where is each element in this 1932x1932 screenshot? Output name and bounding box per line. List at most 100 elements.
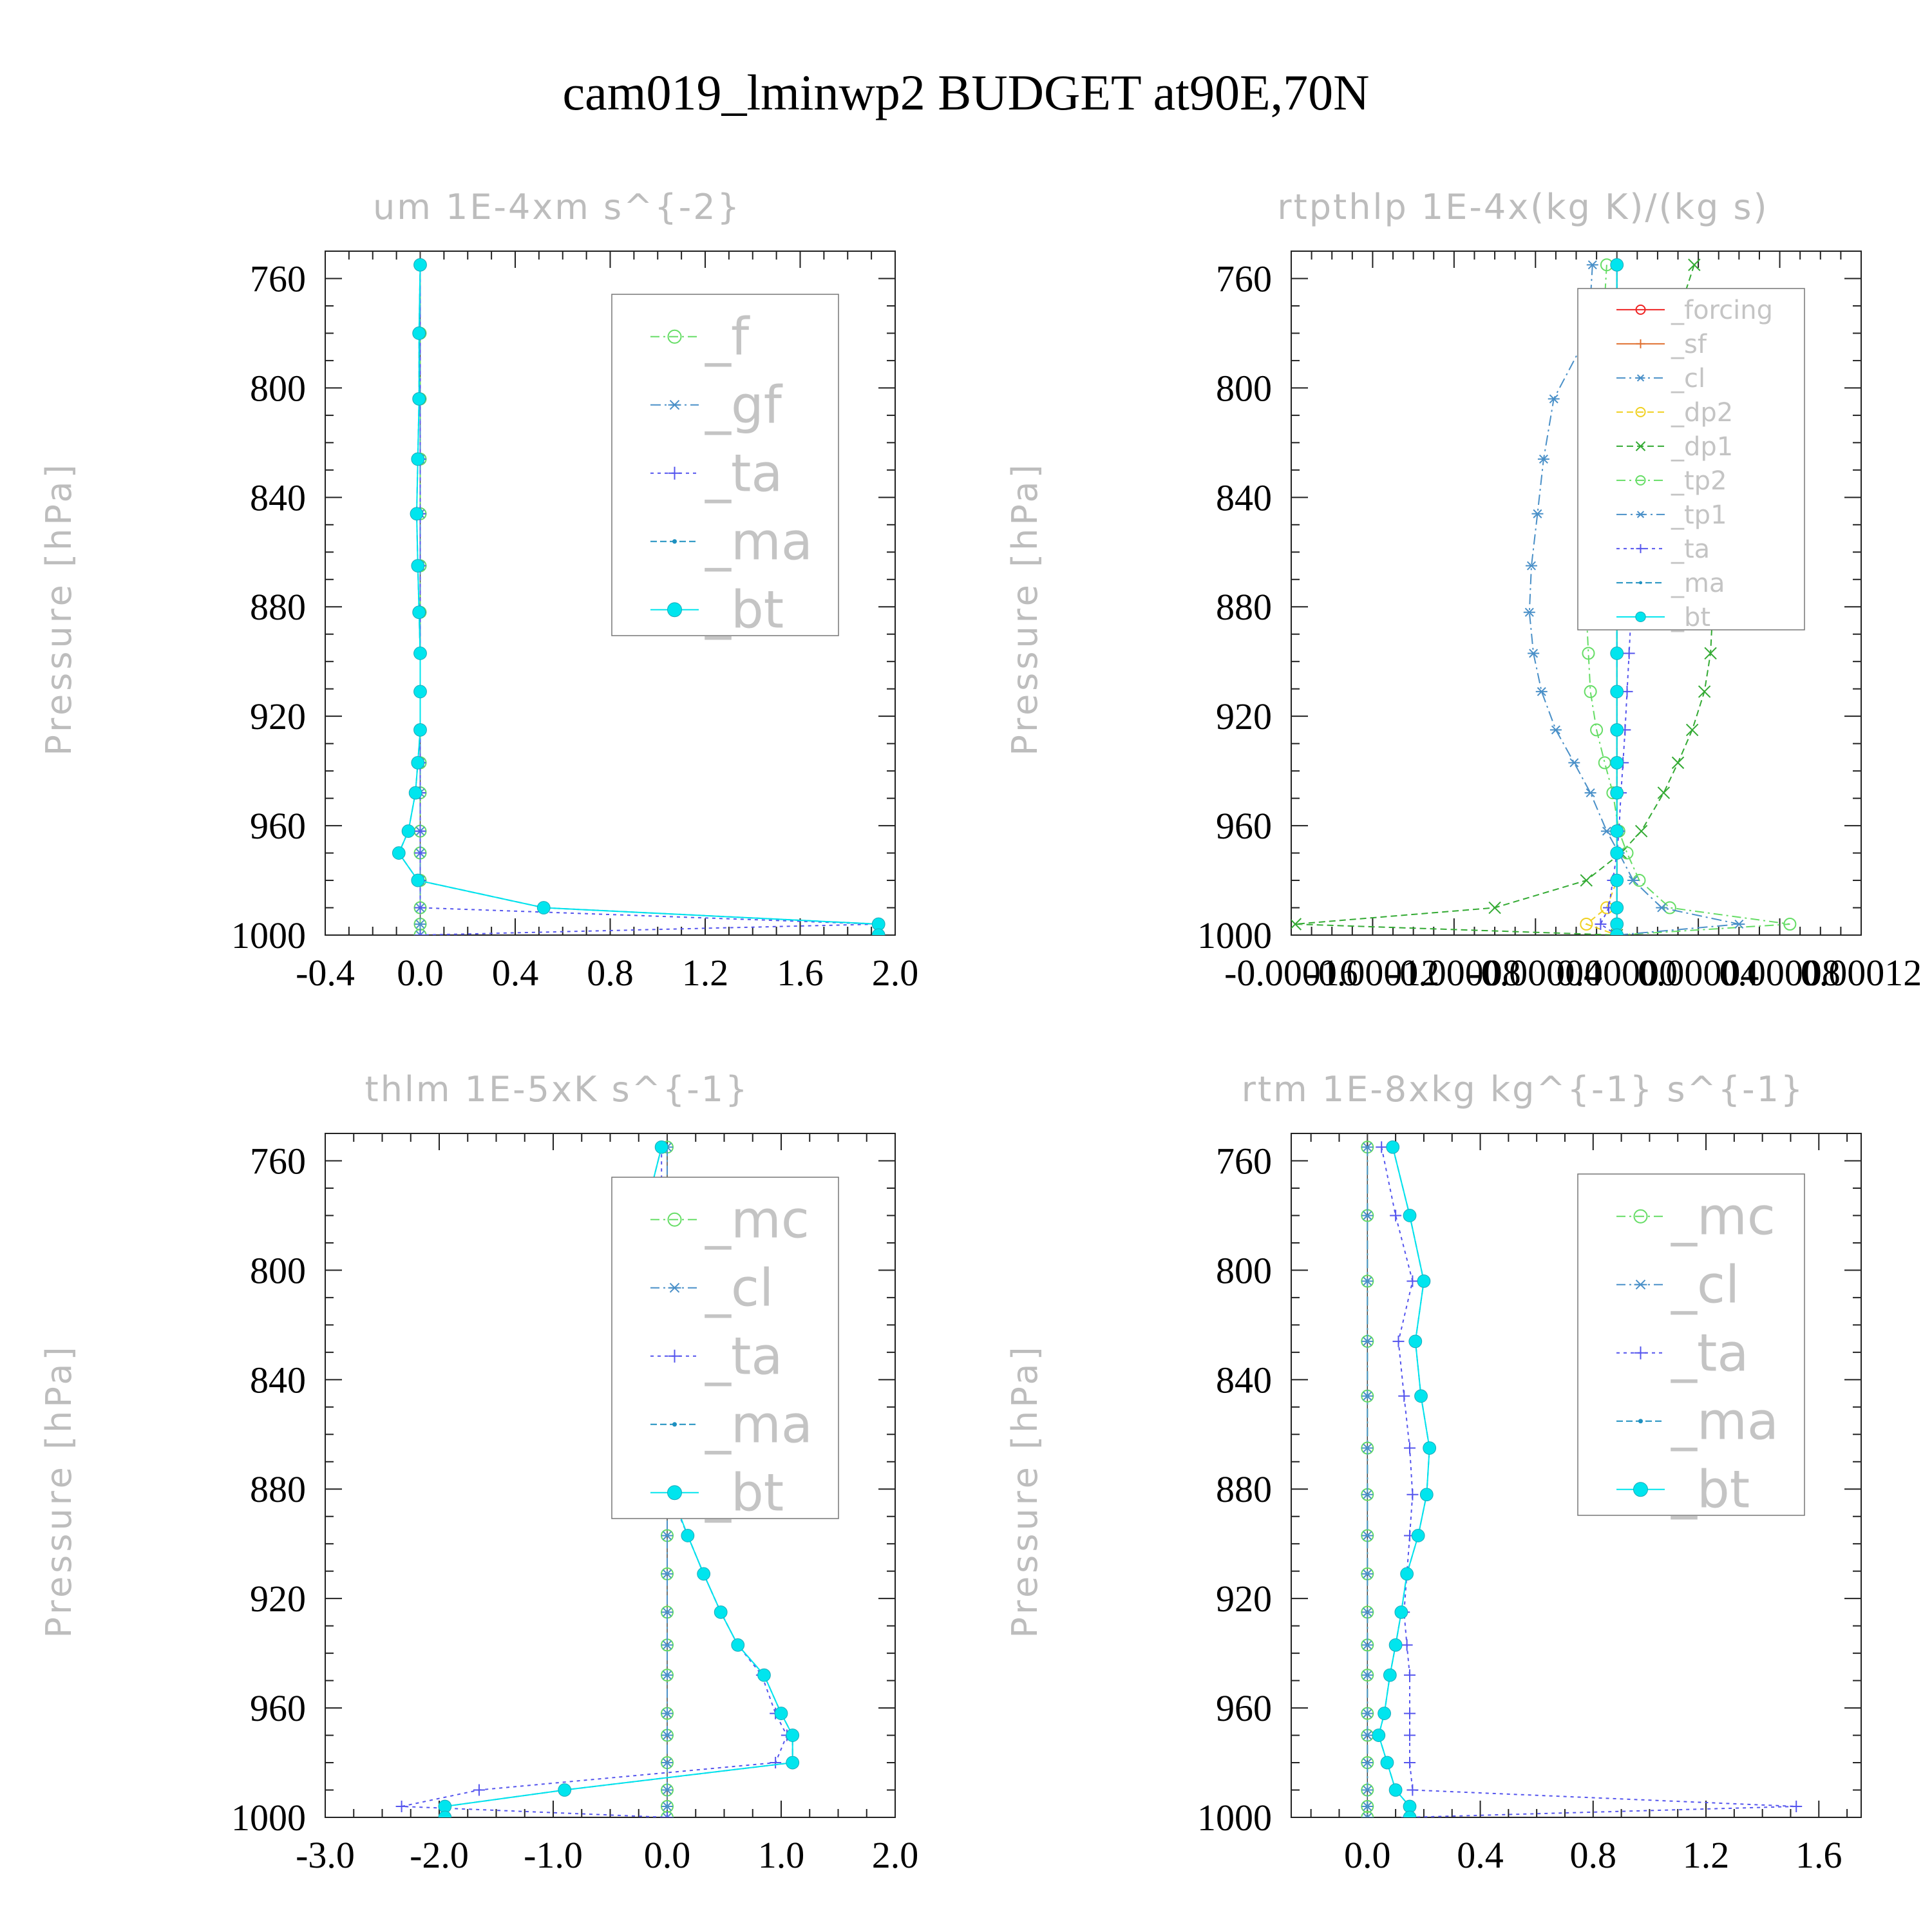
- panel-thlm: thlm 1E-5xK s^{-1} Pressure [hPa] 760 800…: [39, 1069, 918, 1876]
- legend-label: _dp2: [1671, 398, 1733, 428]
- series-point: [1361, 1812, 1374, 1817]
- legend: _forcing _sf _cl _dp2 _dp1 _tp2 _tp1 _ta _ma _bt: [1577, 288, 1805, 632]
- series-point: [1361, 1531, 1374, 1540]
- legend: _mc _cl _ta _ma _bt: [611, 1177, 839, 1523]
- y-tick-label: 960: [1216, 805, 1272, 847]
- series-point: [661, 1640, 673, 1650]
- series-point: [1595, 918, 1607, 931]
- series-point: [1361, 1785, 1374, 1795]
- series-point: [558, 1783, 572, 1797]
- series-point: [413, 685, 427, 699]
- series-point: [661, 1802, 673, 1812]
- series-point: [413, 723, 427, 737]
- series-point: [661, 1709, 673, 1718]
- series-point: [1634, 1346, 1647, 1359]
- series-point: [681, 1529, 695, 1542]
- series-point: [1404, 1707, 1416, 1719]
- series-point: [668, 1349, 681, 1363]
- series-point: [414, 847, 426, 859]
- x-tick-label: -0.00004: [1468, 952, 1602, 994]
- legend-label: _bt: [1671, 1460, 1750, 1520]
- legend-label: _ma: [1671, 569, 1725, 598]
- x-tick-label: -0.4: [296, 952, 355, 994]
- series-point: [1531, 509, 1544, 518]
- series-point: [731, 1638, 745, 1652]
- figure-title: cam019_lminwp2 BUDGET at90E,70N: [563, 64, 1370, 120]
- series-point: [1488, 901, 1501, 914]
- y-axis-label: Pressure [hPa]: [39, 1343, 79, 1638]
- series-point: [1378, 1707, 1391, 1720]
- y-tick-label: 1000: [231, 914, 306, 956]
- series-point: [1610, 786, 1624, 800]
- series-point: [414, 902, 426, 914]
- series-point: [1361, 1802, 1374, 1812]
- series-cl: [1361, 1142, 1374, 1817]
- legend-label: _cl: [705, 1258, 773, 1318]
- y-tick-label: 880: [250, 1468, 306, 1510]
- x-tick-label: 0.0: [644, 1834, 691, 1876]
- series-point: [1635, 475, 1646, 486]
- series-point: [661, 1785, 673, 1795]
- series-point: [1361, 1709, 1374, 1718]
- series-point: [438, 1810, 452, 1817]
- series-point: [1386, 1140, 1400, 1154]
- series-point: [1361, 1211, 1374, 1220]
- panel-rtm: rtm 1E-8xkg kg^{-1} s^{-1} Pressure [hPa…: [1005, 1069, 1862, 1876]
- y-tick-label: 840: [250, 1359, 306, 1401]
- y-axis-label: Pressure [hPa]: [39, 461, 79, 755]
- series-point: [1417, 1274, 1431, 1288]
- y-tick-label: 800: [1216, 367, 1272, 409]
- x-tick-label: 0.0: [397, 952, 444, 994]
- y-tick-label: 960: [1216, 1687, 1272, 1729]
- plot-frame: [1291, 1133, 1862, 1818]
- series-point: [414, 920, 426, 929]
- series-point: [661, 1569, 673, 1578]
- series-point: [1406, 1784, 1419, 1796]
- series-point: [1790, 1801, 1803, 1813]
- x-tick-label: 0.0: [1344, 1834, 1391, 1876]
- legend-label: _ma: [705, 1395, 813, 1455]
- series-point: [1406, 1488, 1419, 1501]
- y-tick-label: 1000: [1197, 914, 1272, 956]
- series-point: [412, 327, 426, 340]
- series-bt: [392, 258, 886, 935]
- series-point: [1400, 1567, 1414, 1581]
- series-point: [786, 1728, 800, 1742]
- series-point: [1403, 1209, 1417, 1222]
- series-point: [1361, 1443, 1374, 1453]
- legend-label: _bt: [705, 1463, 784, 1523]
- y-tick-label: 800: [250, 1249, 306, 1291]
- series-point: [411, 559, 425, 573]
- y-tick-label: 1000: [1197, 1797, 1272, 1839]
- series-point: [757, 1668, 771, 1682]
- panel-title: thlm 1E-5xK s^{-1}: [365, 1069, 750, 1110]
- series-point: [1627, 876, 1639, 886]
- series-point: [1361, 1569, 1374, 1578]
- series-point: [1361, 1142, 1374, 1152]
- series-point: [654, 1140, 668, 1154]
- x-tick-label: 1.2: [682, 952, 729, 994]
- series-point: [661, 1671, 673, 1680]
- series-point: [414, 930, 426, 935]
- x-tick-label: 0.00008: [1719, 952, 1841, 994]
- y-tick-label: 800: [250, 367, 306, 409]
- y-axis-label: Pressure [hPa]: [1005, 1343, 1045, 1638]
- series-point: [411, 873, 425, 887]
- y-tick-label: 840: [250, 477, 306, 518]
- series-point: [1404, 1442, 1416, 1454]
- x-tick-label: 0.8: [1570, 1834, 1617, 1876]
- series-point: [774, 1707, 788, 1720]
- series-point: [661, 1531, 673, 1540]
- series-point: [1361, 1490, 1374, 1499]
- series-point: [1636, 511, 1645, 518]
- series-point: [1523, 607, 1535, 617]
- series-point: [1401, 1639, 1413, 1651]
- series-point: [1698, 685, 1711, 698]
- x-tick-label: 0.00004: [1638, 952, 1759, 994]
- series-point: [661, 1730, 673, 1740]
- series-point: [410, 507, 424, 521]
- series-point: [1633, 1209, 1648, 1224]
- x-tick-label: 2.0: [872, 952, 919, 994]
- y-tick-label: 920: [1216, 696, 1272, 737]
- series-point: [1639, 581, 1642, 585]
